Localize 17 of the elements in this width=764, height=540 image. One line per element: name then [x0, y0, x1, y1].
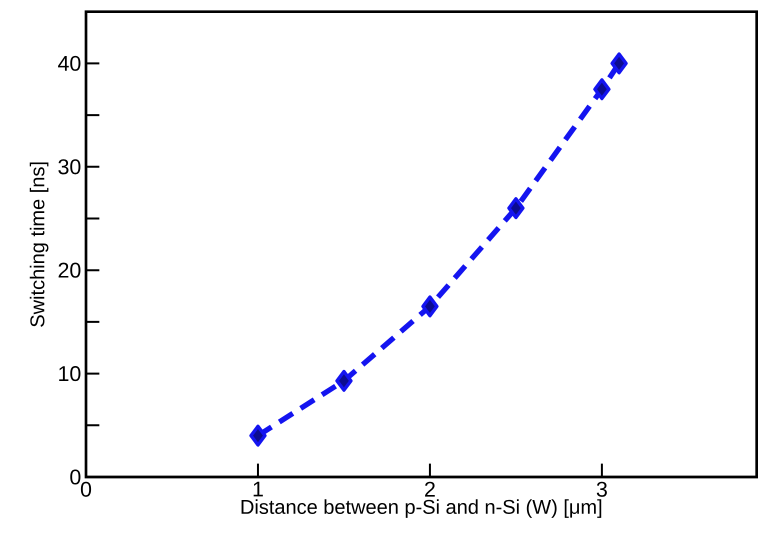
point	[610, 52, 628, 74]
point	[249, 424, 267, 447]
y-tick-label: 0	[70, 469, 80, 485]
point	[421, 295, 439, 318]
x-axis-title: Distance between p-Si and n-Si (W) [μm]	[242, 499, 602, 518]
point	[593, 78, 611, 100]
y-axis-title: Switching time [ns]	[30, 162, 48, 327]
point	[335, 370, 353, 392]
y-tick-label: 20	[58, 262, 80, 278]
x-tick-label: 2	[425, 482, 435, 497]
x-tick-label: 1	[254, 482, 263, 496]
y-tick-label: 40	[58, 56, 80, 71]
x-tick-label: 3	[596, 482, 607, 497]
y-tick-label: 30	[58, 159, 80, 174]
point	[507, 197, 525, 220]
x-tick-label: 0	[80, 482, 92, 497]
y-tick-label: 10	[59, 366, 80, 382]
